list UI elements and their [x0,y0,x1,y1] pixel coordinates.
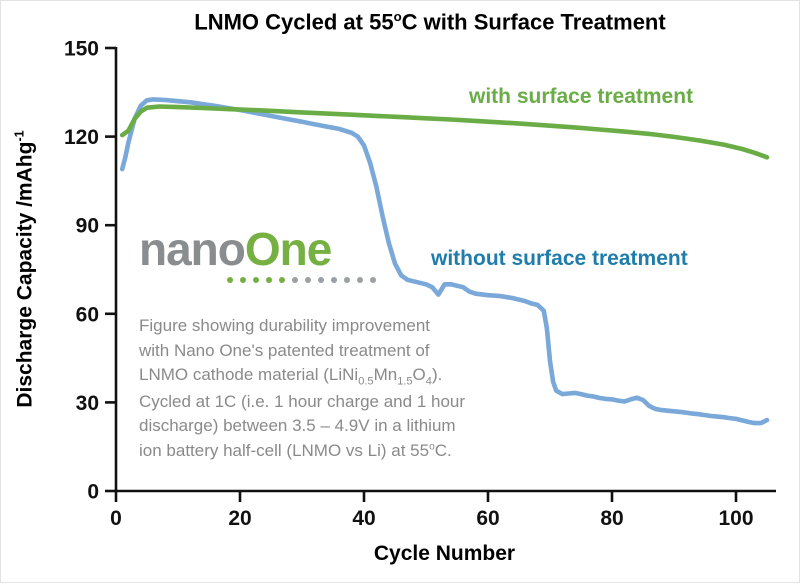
logo-dot [227,277,233,284]
caption-line: Cycled at 1C (i.e. 1 hour charge and 1 h… [139,391,466,411]
caption-line: Figure showing durability improvement [139,316,431,335]
caption-line: with Nano One's patented treatment of [139,340,430,360]
logo-dot [331,277,337,284]
x-tick-label: 20 [228,507,251,530]
x-tick-label: 0 [110,507,122,530]
series-without-surface-treatment-line [119,97,770,426]
x-tick-label: 40 [352,507,375,530]
y-tick-label: 90 [76,215,99,238]
y-tick-label: 0 [87,481,99,504]
x-tick-label: 60 [476,507,499,530]
y-tick-label: 120 [64,126,99,149]
logo-dot [253,277,259,284]
y-tick-label: 30 [76,392,99,415]
logo-dot [370,277,376,284]
legend-with-treatment: with surface treatment [469,85,694,108]
logo-dot [357,277,363,284]
logo-dot [344,277,350,284]
y-axis-label: Discharge Capacity /mAhg-1 [12,130,37,408]
legend-without-treatment: without surface treatment [431,247,688,270]
x-tick-label: 80 [600,507,623,530]
logo-dot [266,277,272,284]
chart-title: LNMO Cycled at 55oC with Surface Treatme… [194,9,666,35]
series-with-surface-treatment-line [119,104,770,160]
caption-line: LNMO cathode material (LiNi0.5Mn1.5O4). [139,365,443,388]
y-tick-label: 150 [64,38,99,61]
caption: Figure showing durability improvement wit… [139,314,509,464]
caption-line: ion battery half-cell (LNMO vs Li) at 55… [139,440,452,460]
logo-dot [305,277,311,284]
nano-one-logo: nanoOne [139,223,376,284]
logo-text-one: One [244,223,332,275]
x-tick-label: 100 [718,507,753,530]
logo-text-nano: nano [139,223,246,275]
logo-dot [292,277,298,284]
x-axis-label: Cycle Number [373,542,516,565]
logo-dots [139,277,376,284]
y-tick-label: 60 [76,303,99,326]
logo-dot [279,277,285,284]
logo-dot [318,277,324,284]
caption-line: discharge) between 3.5 – 4.9V in a lithi… [139,416,456,436]
logo-dot [240,277,246,284]
